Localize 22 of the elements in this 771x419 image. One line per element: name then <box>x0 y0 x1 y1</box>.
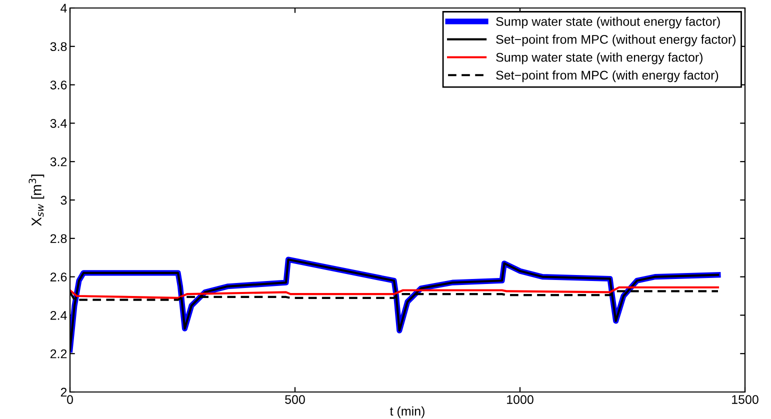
y-tick-label: 3.2 <box>50 157 67 166</box>
legend-label: Set−point from MPC (without energy factor) <box>496 34 736 46</box>
legend-label: Set−point from MPC (with energy factor) <box>496 70 718 82</box>
y-tick-label: 3 <box>60 196 67 205</box>
x-tick-label: 1000 <box>507 395 534 404</box>
y-tick-label: 3.8 <box>50 42 67 52</box>
y-tick-label: 2.6 <box>50 272 67 282</box>
line-series <box>70 286 720 299</box>
legend-label: Sump water state (without energy factor) <box>496 16 720 28</box>
y-tick-label: 3.6 <box>50 80 67 90</box>
y-tick-label: 2.2 <box>50 349 67 358</box>
x-tick-label: 1500 <box>732 395 758 404</box>
y-axis-title: X$_{sw}$ [m$^{3}$] <box>28 174 44 226</box>
x-tick-label: 0 <box>67 395 73 404</box>
y-tick-label: 2 <box>60 388 67 397</box>
y-tick-label: 3.4 <box>50 119 67 128</box>
y-tick-label: 4 <box>60 4 67 13</box>
legend-label: Sump water state (with energy factor) <box>496 52 702 64</box>
x-tick-label: 500 <box>285 395 305 404</box>
x-axis-title: t (min) <box>390 406 424 418</box>
y-tick-label: 2.4 <box>50 311 67 320</box>
y-tick-label: 2.8 <box>50 234 67 244</box>
